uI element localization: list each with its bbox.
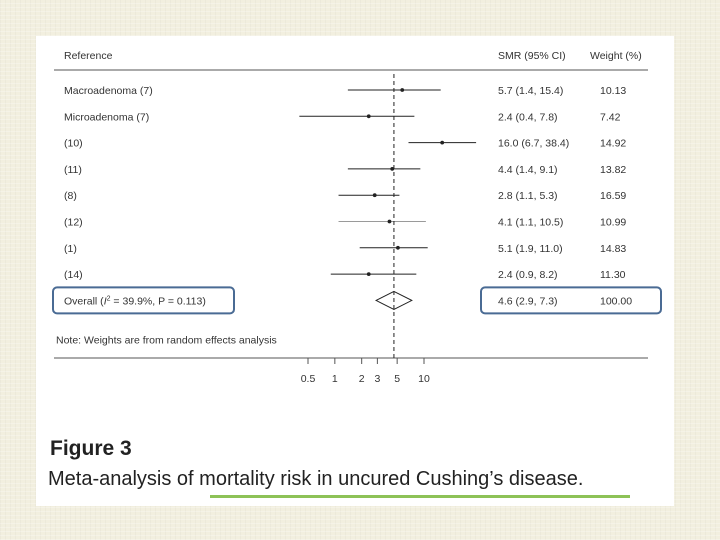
- study-weight: 16.59: [600, 190, 626, 202]
- overall-diamond: [374, 290, 413, 310]
- study-ci-text: 5.1 (1.9, 11.0): [498, 243, 563, 255]
- overall-ci-text: 4.6 (2.9, 7.3): [498, 295, 558, 307]
- x-tick-label: 5: [394, 373, 400, 385]
- study-weight: 10.13: [600, 85, 626, 97]
- study-weight: 11.30: [600, 269, 626, 281]
- study-ci-text: 2.4 (0.9, 8.2): [498, 269, 558, 281]
- x-tick-label: 0.5: [301, 373, 316, 385]
- overall-estimate-highlight-box: [480, 286, 662, 315]
- study-ci-text: 4.4 (1.4, 9.1): [498, 164, 558, 176]
- header-smr-ci: SMR (95% CI): [498, 50, 566, 62]
- study-weight: 14.92: [600, 138, 626, 150]
- figure-title: Figure 3: [50, 437, 132, 460]
- overall-weight: 100.00: [600, 295, 632, 307]
- study-label: (14): [64, 269, 83, 281]
- study-ci-text: 2.8 (1.1, 5.3): [498, 190, 558, 202]
- header-reference: Reference: [64, 50, 113, 62]
- figure-caption: Meta-analysis of mortality risk in uncur…: [48, 468, 584, 490]
- x-tick-label: 1: [332, 373, 338, 385]
- study-label: (12): [64, 217, 83, 229]
- weights-note: Note: Weights are from random effects an…: [56, 334, 277, 346]
- study-weight: 7.42: [600, 111, 621, 123]
- figure-slide: Reference SMR (95% CI) Weight (%) Macroaden…: [36, 36, 674, 506]
- study-weight: 14.83: [600, 243, 626, 255]
- study-label: (11): [64, 164, 82, 176]
- study-label: (1): [64, 243, 77, 255]
- header-weight: Weight (%): [590, 50, 642, 62]
- study-point: [400, 88, 405, 92]
- study-weight: 13.82: [600, 164, 626, 176]
- forest-plot: Reference SMR (95% CI) Weight (%) Macroaden…: [52, 50, 662, 385]
- study-point: [366, 114, 371, 119]
- study-label: (10): [64, 138, 83, 150]
- study-weight: 10.99: [600, 217, 626, 229]
- x-tick-label: 10: [418, 373, 430, 385]
- x-tick-label: 2: [359, 373, 365, 385]
- study-ci-text: 16.0 (6.7, 38.4): [498, 138, 569, 150]
- study-ci-text: 5.7 (1.4, 15.4): [498, 85, 563, 97]
- study-label: Microadenoma (7): [64, 111, 149, 123]
- study-point: [366, 272, 371, 276]
- study-point: [387, 219, 392, 224]
- study-point: [440, 140, 445, 145]
- study-label: Macroadenoma (7): [64, 85, 153, 97]
- study-point: [372, 193, 377, 198]
- x-tick-label: 3: [374, 373, 380, 385]
- study-ci-text: 2.4 (0.4, 7.8): [498, 111, 558, 123]
- overall-label: Overall (I2 = 39.9%, P = 0.113): [64, 295, 206, 307]
- study-point: [396, 245, 400, 250]
- study-point: [390, 167, 395, 171]
- caption-underline: [210, 495, 630, 498]
- study-ci-text: 4.1 (1.1, 10.5): [498, 217, 563, 229]
- study-label: (8): [64, 190, 77, 202]
- overall-label-highlight-box: [52, 286, 235, 315]
